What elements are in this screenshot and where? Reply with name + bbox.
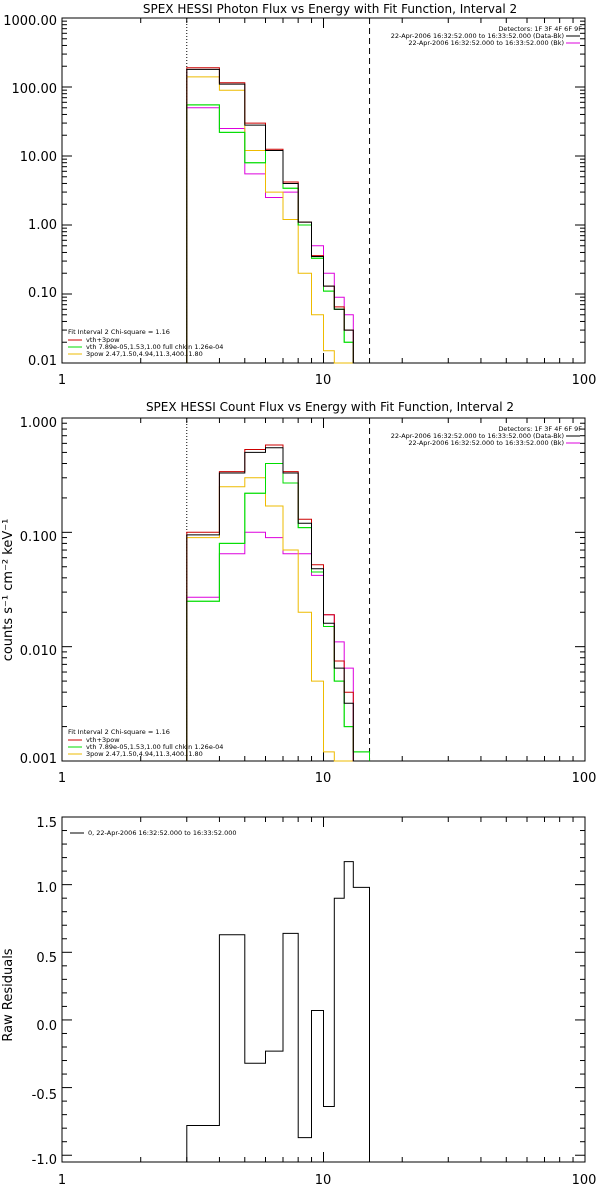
count-series-bk-histogram: [186, 531, 370, 762]
residuals-y-tick-label: 0.5: [36, 951, 57, 966]
residuals-y-tick-label: 1.5: [36, 816, 57, 831]
photon-series-bk-histogram: [186, 107, 370, 364]
photon-chart-title: SPEX HESSI Photon Flux vs Energy with Fi…: [143, 2, 517, 16]
count-legend-left: Fit Interval 2 Chi-square = 1.16 vth+3po…: [68, 728, 223, 758]
residuals-y-tick-label: 0.0: [36, 1019, 57, 1034]
photon-series-data-histogram: [186, 68, 370, 364]
count-y-tick-label: 0.010: [20, 644, 57, 659]
count-fit-interval-label: Fit Interval 2 Chi-square = 1.16: [68, 728, 170, 736]
photon-y-tick-label: 0.10: [28, 286, 57, 301]
photon-legend-data-bk: 22-Apr-2006 16:32:52.000 to 16:33:52.000…: [391, 32, 564, 40]
count-y-axis-label: counts s⁻¹ cm⁻² keV⁻¹: [1, 519, 16, 662]
count-x-tick-label: 1: [58, 771, 66, 786]
photon-y-tick-label: 100.00: [12, 82, 58, 97]
photon-detectors-label: Detectors: 1F 3F 4F 6F 9F: [498, 25, 582, 33]
count-legend-right: Detectors: 1F 3F 4F 6F 9F 22-Apr-2006 16…: [391, 425, 583, 447]
photon-chart: SPEX HESSI Photon Flux vs Energy with Fi…: [3, 2, 596, 388]
count-series-model-histogram: [186, 444, 370, 762]
photon-y-tick-label: 1000.00: [3, 14, 57, 29]
residuals-y-tick-label: -1.0: [32, 1153, 57, 1168]
count-y-tick-label: 0.001: [20, 752, 57, 767]
count-chart: SPEX HESSI Count Flux vs Energy with Fit…: [1, 400, 596, 786]
count-detectors-label: Detectors: 1F 3F 4F 6F 9F: [498, 425, 582, 433]
residuals-x-tick-label: 10: [315, 1173, 332, 1188]
count-y-tick-label: 1.000: [20, 416, 57, 431]
residuals-chart: 1.5 1.0 0.5 0.0 -0.5 -1.0 1 10 100 Raw R…: [1, 816, 596, 1188]
count-x-tick-label: 10: [315, 771, 332, 786]
photon-plot-area: [61, 17, 585, 364]
photon-legend-pow: 3pow 2.47,1.50,4.94,11.3,400.,1.80: [86, 350, 203, 358]
photon-legend-left: Fit Interval 2 Chi-square = 1.16 vth+3po…: [68, 328, 223, 358]
photon-legend-model: vth+3pow: [86, 336, 120, 344]
count-series-pow-histogram: [186, 477, 370, 762]
photon-plot-frame: [61, 17, 586, 364]
photon-series-pow-histogram: [186, 76, 370, 364]
residuals-x-tick-label: 100: [572, 1173, 597, 1188]
photon-fit-interval-label: Fit Interval 2 Chi-square = 1.16: [68, 328, 170, 336]
photon-series-vth-histogram: [186, 104, 370, 364]
count-plot-area: [61, 417, 585, 762]
count-series-vth-histogram: [186, 463, 370, 761]
photon-legend-vth: vth 7.89e-05,1.53,1.00 full chkin 1.26e-…: [86, 343, 223, 351]
count-series-vth-histogram: [186, 463, 370, 761]
photon-legend-bk: 22-Apr-2006 16:32:52.000 to 16:33:52.000…: [408, 39, 564, 47]
count-legend-vth: vth 7.89e-05,1.53,1.00 full chkin 1.26e-…: [86, 743, 223, 751]
photon-y-tick-label: 1.00: [28, 218, 57, 233]
photon-y-tick-label: 0.01: [28, 354, 57, 369]
photon-series-vth-histogram: [186, 104, 370, 364]
count-x-tick-label: 100: [572, 771, 597, 786]
residuals-x-tick-label: 1: [58, 1173, 66, 1188]
photon-y-tick-label: 10.00: [20, 150, 57, 165]
count-legend-bk: 22-Apr-2006 16:32:52.000 to 16:33:52.000…: [408, 439, 564, 447]
residuals-plot-frame: [61, 816, 586, 1163]
residuals-y-tick-label: -0.5: [32, 1088, 57, 1103]
photon-series-model-histogram: [186, 67, 370, 364]
count-legend-model: vth+3pow: [86, 736, 120, 744]
count-legend-pow: 3pow 2.47,1.50,4.94,11.3,400.,1.80: [86, 750, 203, 758]
residuals-y-tick-label: 1.0: [36, 881, 57, 896]
residuals-series-data-histogram: [186, 861, 370, 1162]
photon-legend-right: Detectors: 1F 3F 4F 6F 9F 22-Apr-2006 16…: [391, 25, 583, 47]
residuals-legend-label: 0, 22-Apr-2006 16:32:52.000 to 16:33:52.…: [88, 829, 237, 837]
count-chart-title: SPEX HESSI Count Flux vs Energy with Fit…: [146, 400, 514, 414]
photon-x-tick-label: 1: [58, 373, 66, 388]
photon-x-tick-label: 10: [315, 373, 332, 388]
photon-x-tick-label: 100: [572, 373, 597, 388]
count-legend-data-bk: 22-Apr-2006 16:32:52.000 to 16:33:52.000…: [391, 432, 564, 440]
count-series-data-histogram: [186, 447, 370, 762]
residuals-legend: 0, 22-Apr-2006 16:32:52.000 to 16:33:52.…: [70, 829, 237, 837]
count-y-tick-label: 0.100: [20, 530, 57, 545]
residuals-y-axis-label: Raw Residuals: [1, 948, 16, 1041]
residuals-plot-area: [61, 816, 585, 1162]
